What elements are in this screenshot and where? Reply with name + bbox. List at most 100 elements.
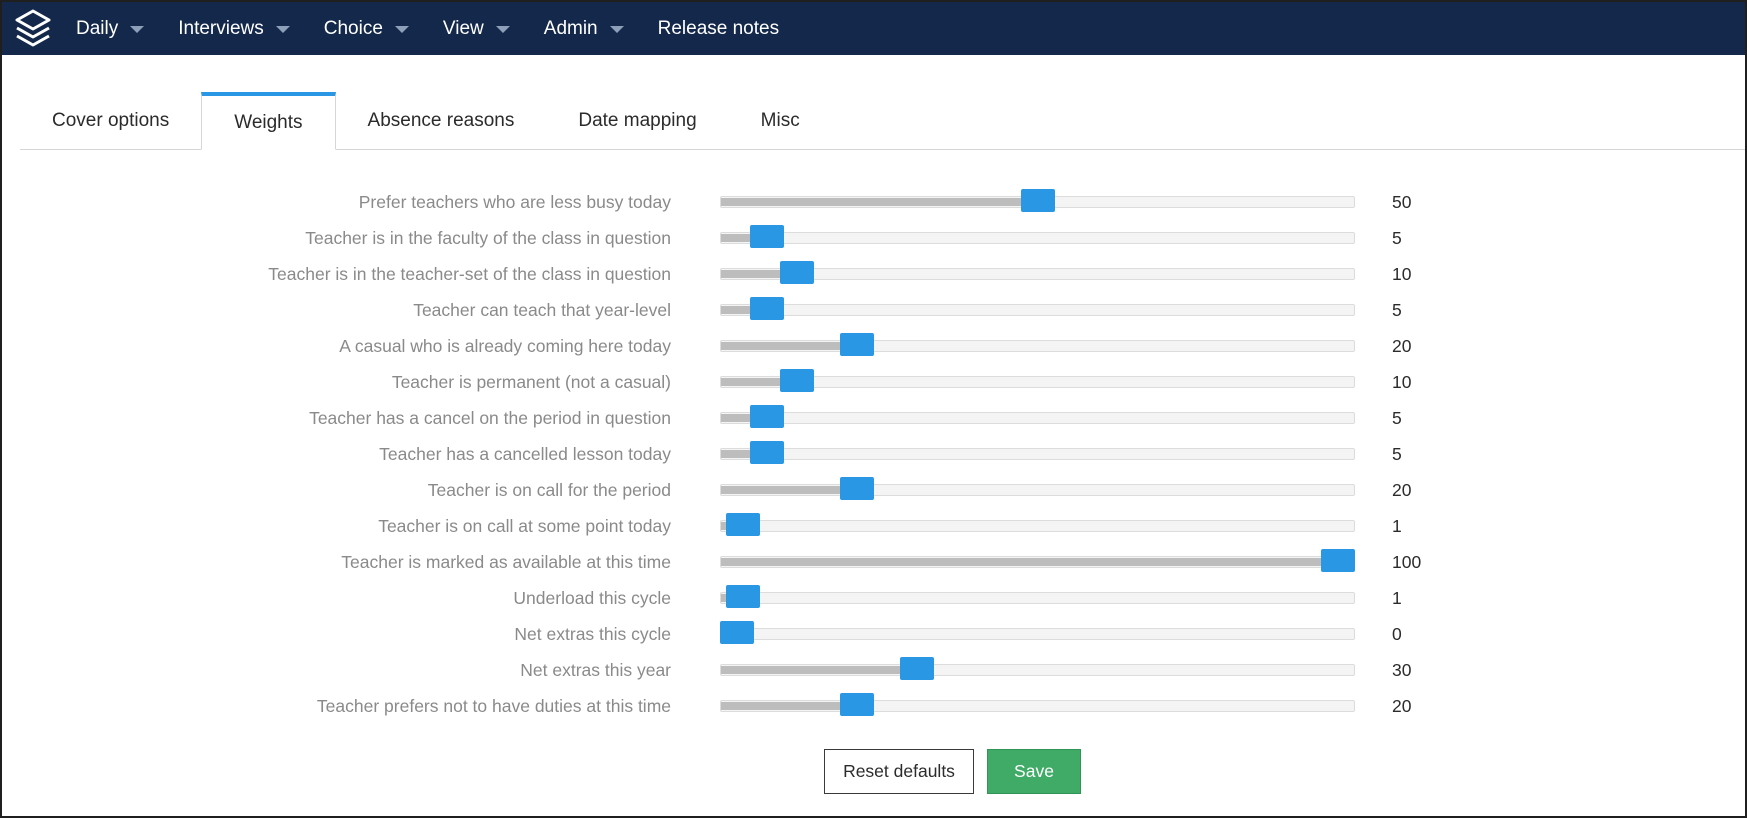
weight-label: Teacher is in the faculty of the class i…	[305, 228, 671, 248]
tab-misc[interactable]: Misc	[760, 109, 800, 131]
weight-label: Teacher is permanent (not a casual)	[391, 372, 671, 392]
weight-label: Teacher is on call for the period	[427, 480, 671, 500]
weight-value: 5	[1392, 444, 1402, 464]
weight-label: Teacher can teach that year-level	[413, 300, 671, 320]
weight-label: Teacher is marked as available at this t…	[341, 552, 671, 572]
weight-value: 0	[1392, 624, 1402, 644]
weight-slider-fill	[721, 486, 859, 494]
weight-slider-track[interactable]	[720, 369, 1355, 392]
nav-interviews-label: Interviews	[178, 17, 264, 39]
weight-slider-track[interactable]	[720, 549, 1355, 572]
weight-slider-handle[interactable]	[840, 477, 875, 500]
weight-slider-handle[interactable]	[900, 657, 935, 680]
weight-slider-track[interactable]	[720, 189, 1355, 212]
weight-label: Teacher is on call at some point today	[378, 516, 671, 536]
weight-label: Prefer teachers who are less busy today	[358, 192, 671, 212]
weight-row: Underload this cycle 1	[2, 581, 1745, 617]
weight-value: 10	[1392, 372, 1412, 392]
weight-slider-handle[interactable]	[750, 405, 785, 428]
weight-value: 50	[1392, 192, 1412, 212]
weight-slider-track[interactable]	[720, 225, 1355, 248]
weight-slider-track[interactable]	[720, 477, 1355, 500]
weight-row: Teacher prefers not to have duties at th…	[2, 689, 1745, 725]
weight-value: 20	[1392, 336, 1412, 356]
caret-down-icon	[130, 26, 145, 33]
weight-row: Teacher is marked as available at this t…	[2, 545, 1745, 581]
weight-slider-handle[interactable]	[780, 261, 815, 284]
nav-admin[interactable]: Admin	[532, 2, 646, 55]
weight-row: Net extras this cycle 0	[2, 617, 1745, 653]
reset-defaults-button[interactable]: Reset defaults	[824, 749, 974, 794]
weight-label: Net extras this cycle	[514, 624, 671, 644]
weight-label: Teacher has a cancelled lesson today	[379, 444, 671, 464]
weight-row: Teacher has a cancelled lesson today 5	[2, 437, 1745, 473]
weight-label: Net extras this year	[520, 660, 671, 680]
nav-release-notes[interactable]: Release notes	[646, 2, 801, 55]
weight-value: 30	[1392, 660, 1412, 680]
weight-label: Teacher prefers not to have duties at th…	[316, 696, 671, 716]
nav-view[interactable]: View	[431, 2, 532, 55]
weight-slider-fill	[721, 378, 799, 386]
weight-slider-handle[interactable]	[726, 585, 760, 608]
weight-label: A casual who is already coming here toda…	[339, 336, 671, 356]
weight-value: 20	[1392, 480, 1412, 500]
caret-down-icon	[609, 26, 624, 33]
weight-value: 1	[1392, 588, 1402, 608]
weight-slider-fill	[721, 234, 769, 242]
tab-weights[interactable]: Weights	[201, 92, 336, 150]
weight-slider-fill	[721, 198, 1039, 206]
weight-slider-track[interactable]	[720, 405, 1355, 428]
weight-slider-track[interactable]	[720, 585, 1355, 608]
weight-slider-track[interactable]	[720, 261, 1355, 284]
weight-slider-track[interactable]	[720, 693, 1355, 716]
weight-slider-handle[interactable]	[750, 225, 785, 248]
weight-row: Teacher is in the faculty of the class i…	[2, 221, 1745, 257]
weight-row: A casual who is already coming here toda…	[2, 329, 1745, 365]
save-button[interactable]: Save	[987, 749, 1081, 794]
top-navbar: Daily Interviews Choice View Admin Relea…	[2, 2, 1745, 55]
nav-daily-label: Daily	[76, 17, 119, 39]
settings-tabs: Cover options Weights Absence reasons Da…	[20, 92, 1745, 150]
weight-slider-track[interactable]	[720, 333, 1355, 356]
weight-value: 10	[1392, 264, 1412, 284]
nav-choice-label: Choice	[323, 17, 383, 39]
nav-admin-label: Admin	[543, 17, 598, 39]
weight-row: Teacher is on call at some point today 1	[2, 509, 1745, 545]
tab-date-mapping[interactable]: Date mapping	[578, 109, 697, 131]
weight-slider-fill	[721, 558, 1339, 566]
nav-view-label: View	[442, 17, 484, 39]
nav-daily[interactable]: Daily	[64, 2, 166, 55]
weight-slider-track[interactable]	[720, 657, 1355, 680]
weight-slider-handle[interactable]	[726, 513, 760, 536]
weight-slider-handle[interactable]	[720, 621, 754, 644]
weight-slider-fill	[721, 342, 859, 350]
weight-slider-handle[interactable]	[1020, 189, 1055, 212]
weight-slider-handle[interactable]	[750, 441, 785, 464]
weight-slider-handle[interactable]	[780, 369, 815, 392]
weight-row: Teacher is on call for the period 20	[2, 473, 1745, 509]
weight-slider-track[interactable]	[720, 441, 1355, 464]
weight-slider-fill	[721, 450, 769, 458]
weight-slider-handle[interactable]	[840, 693, 875, 716]
caret-down-icon	[394, 26, 409, 33]
weight-value: 100	[1392, 552, 1422, 572]
tab-cover-options[interactable]: Cover options	[52, 109, 170, 131]
weight-row: Prefer teachers who are less busy today 5…	[2, 185, 1745, 221]
weight-slider-handle[interactable]	[750, 297, 785, 320]
weight-slider-track[interactable]	[720, 621, 1355, 644]
weight-slider-track[interactable]	[720, 513, 1355, 536]
weight-slider-handle[interactable]	[1321, 549, 1355, 572]
weight-slider-track[interactable]	[720, 297, 1355, 320]
layers-logo-icon[interactable]	[2, 2, 64, 55]
weight-value: 5	[1392, 408, 1402, 428]
nav-interviews[interactable]: Interviews	[166, 2, 312, 55]
weight-value: 5	[1392, 300, 1402, 320]
weight-row: Net extras this year 30	[2, 653, 1745, 689]
caret-down-icon	[495, 26, 510, 33]
nav-choice[interactable]: Choice	[312, 2, 431, 55]
nav-release-notes-label: Release notes	[657, 17, 780, 39]
weight-row: Teacher is in the teacher-set of the cla…	[2, 257, 1745, 293]
weight-slider-handle[interactable]	[840, 333, 875, 356]
tab-absence-reasons[interactable]: Absence reasons	[367, 109, 515, 131]
